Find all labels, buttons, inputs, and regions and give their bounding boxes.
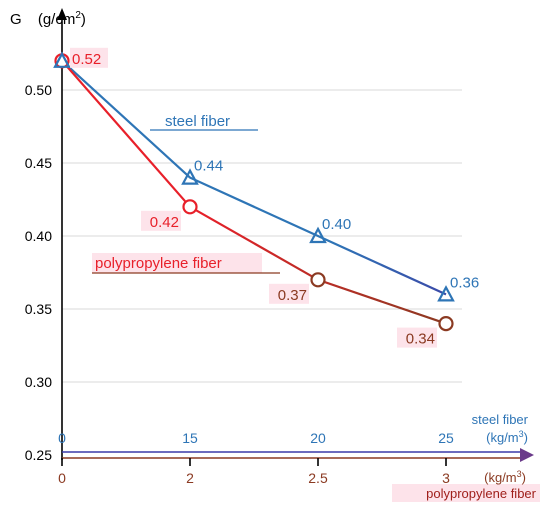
- series-markers: [53, 51, 455, 332]
- y-tick-label: 0.35: [25, 301, 52, 317]
- polypropylene-fiber-callout: polypropylene fiber: [95, 255, 222, 272]
- polypropylene-fiber-point: [182, 199, 198, 215]
- steel-fiber-data-label: 0.36: [450, 274, 479, 291]
- polypropylene-x-axis-unit-text: (kg/m: [484, 470, 517, 485]
- polypropylene-data-label-bg: [397, 327, 437, 348]
- y-axis-ticks: 0.25 0.30 0.35 0.40 0.45 0.50: [25, 82, 52, 463]
- polypropylene-fiber-data-label: 0.37: [278, 287, 307, 304]
- data-labels: 0.44 0.40 0.36 0.52 0.42 0.37 0.34: [70, 47, 479, 348]
- polypropylene-fiber-data-label: 0.42: [150, 214, 179, 231]
- steel-fiber-point: [437, 285, 455, 302]
- polypropylene-x-axis-unit: (kg/m3): [484, 469, 526, 485]
- steel-x-tick-label: 20: [310, 430, 326, 446]
- x-axis-ticks: 0 15 20 25 0 2 2.5 3: [58, 430, 454, 486]
- polypropylene-x-tick-label: 3: [442, 470, 450, 486]
- steel-x-tick-label: 25: [438, 430, 454, 446]
- y-axis-unit: (g/cm: [38, 11, 76, 28]
- polypropylene-x-axis-label-bg: [392, 484, 540, 502]
- steel-x-tick-label: 0: [58, 430, 66, 446]
- y-axis-arrow-icon: [57, 8, 67, 20]
- polypropylene-x-axis-unit-sup: 3: [517, 469, 522, 479]
- polypropylene-x-tick-label: 2.5: [308, 470, 328, 486]
- y-axis-title: G (g/cm2): [10, 10, 86, 28]
- y-axis-unit-close: ): [81, 11, 86, 28]
- y-axis-symbol: G: [10, 11, 22, 28]
- steel-fiber-data-label: 0.44: [194, 158, 223, 175]
- y-tick-label: 0.40: [25, 228, 52, 244]
- steel-x-axis-unit-close: ): [524, 430, 528, 445]
- polypropylene-fiber-callout-bg: [92, 253, 262, 273]
- polypropylene-data-label-bg: [70, 47, 108, 68]
- steel-x-axis-unit-sup: 3: [519, 429, 524, 439]
- polypropylene-fiber-series-line: [61, 60, 447, 325]
- steel-x-tick-label: 15: [182, 430, 198, 446]
- y-axis-unit-sup: 2: [75, 10, 81, 21]
- polypropylene-x-tick-label: 2: [186, 470, 194, 486]
- steel-fiber-point: [309, 226, 327, 244]
- steel-x-axis-unit: (kg/m3): [486, 429, 528, 445]
- steel-fiber-point: [181, 168, 199, 185]
- gridlines: [62, 89, 462, 383]
- steel-x-axis-title: steel fiber: [472, 412, 529, 427]
- polypropylene-fiber-point: [438, 316, 454, 332]
- polypropylene-x-axis-title: polypropylene fiber: [426, 486, 537, 501]
- polypropylene-fiber-data-label: 0.34: [406, 331, 435, 348]
- steel-fiber-series-line: [61, 59, 447, 296]
- steel-fiber-callout: steel fiber: [165, 113, 230, 130]
- polypropylene-x-axis-unit-close: ): [522, 470, 526, 485]
- x-axis-arrow-icon: [520, 448, 534, 462]
- polypropylene-data-label-bg: [141, 210, 181, 231]
- polypropylene-fiber-point: [310, 272, 326, 288]
- y-tick-label: 0.50: [25, 82, 52, 98]
- polypropylene-x-tick-label: 0: [58, 470, 66, 486]
- polypropylene-fiber-data-label: 0.52: [72, 51, 101, 68]
- steel-fiber-point: [53, 51, 71, 68]
- y-tick-label: 0.30: [25, 374, 52, 390]
- polypropylene-data-label-bg: [269, 283, 309, 304]
- y-tick-label: 0.45: [25, 155, 52, 171]
- steel-fiber-data-label: 0.40: [322, 216, 351, 233]
- y-tick-label: 0.25: [25, 447, 52, 463]
- steel-x-axis-unit-text: (kg/m: [486, 430, 519, 445]
